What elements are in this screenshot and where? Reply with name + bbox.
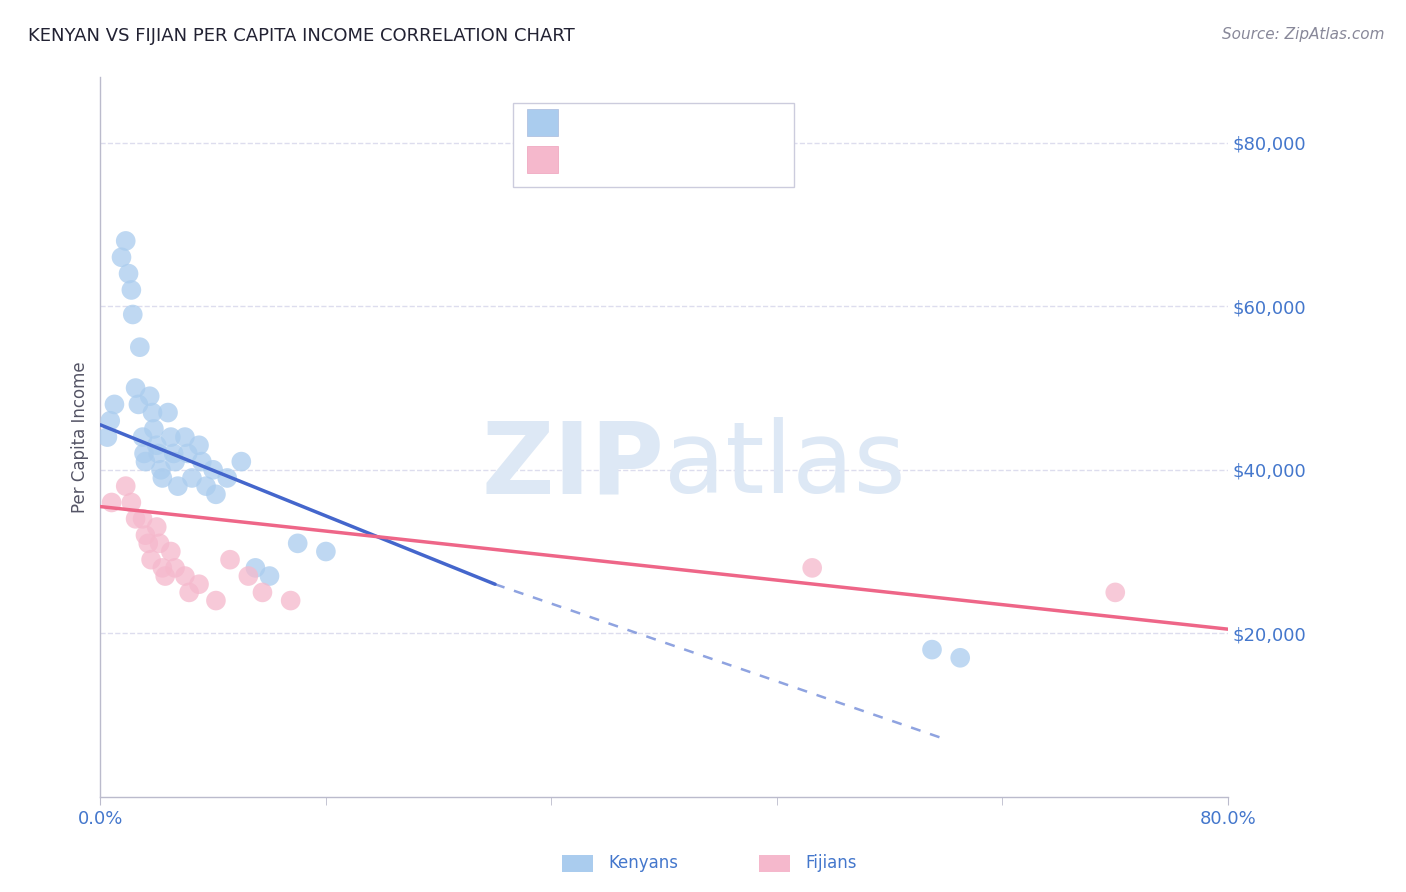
- Kenyans: [191, 455, 214, 469]
- Text: Kenyans: Kenyans: [609, 855, 679, 872]
- Kenyans: [110, 250, 132, 264]
- Fijians: [174, 569, 197, 583]
- Fijians: [238, 569, 260, 583]
- Kenyans: [149, 463, 172, 477]
- Text: R =: R =: [572, 151, 609, 169]
- Kenyans: [217, 471, 239, 485]
- Kenyans: [134, 455, 156, 469]
- Fijians: [131, 512, 153, 526]
- Text: -0.382: -0.382: [610, 151, 664, 169]
- Kenyans: [120, 283, 142, 297]
- Kenyans: [181, 471, 204, 485]
- Kenyans: [205, 487, 228, 501]
- Fijians: [205, 593, 228, 607]
- Fijians: [1104, 585, 1126, 599]
- Kenyans: [117, 267, 139, 281]
- Text: R =: R =: [572, 113, 609, 131]
- Kenyans: [160, 430, 183, 444]
- Kenyans: [96, 430, 118, 444]
- Text: N =: N =: [688, 151, 724, 169]
- Text: 42: 42: [723, 113, 744, 131]
- Kenyans: [150, 471, 173, 485]
- Kenyans: [98, 414, 121, 428]
- Kenyans: [146, 446, 169, 460]
- Fijians: [124, 512, 146, 526]
- Kenyans: [145, 438, 167, 452]
- Fijians: [136, 536, 159, 550]
- Kenyans: [202, 463, 225, 477]
- Kenyans: [949, 650, 972, 665]
- Kenyans: [131, 430, 153, 444]
- Fijians: [160, 544, 183, 558]
- Text: atlas: atlas: [664, 417, 905, 515]
- Fijians: [165, 561, 187, 575]
- Kenyans: [174, 430, 197, 444]
- Kenyans: [245, 561, 267, 575]
- Fijians: [219, 552, 242, 566]
- Kenyans: [195, 479, 218, 493]
- Kenyans: [921, 642, 943, 657]
- Kenyans: [132, 446, 155, 460]
- Fijians: [150, 561, 173, 575]
- Fijians: [114, 479, 136, 493]
- Kenyans: [167, 479, 190, 493]
- Kenyans: [142, 422, 165, 436]
- Kenyans: [165, 455, 187, 469]
- Fijians: [134, 528, 156, 542]
- Kenyans: [259, 569, 281, 583]
- Kenyans: [127, 397, 149, 411]
- Text: Source: ZipAtlas.com: Source: ZipAtlas.com: [1222, 27, 1385, 42]
- Kenyans: [141, 406, 163, 420]
- Text: -0.419: -0.419: [610, 113, 664, 131]
- Text: ZIP: ZIP: [481, 417, 664, 515]
- Text: Fijians: Fijians: [806, 855, 858, 872]
- Fijians: [179, 585, 201, 599]
- Kenyans: [114, 234, 136, 248]
- Fijians: [148, 536, 170, 550]
- Fijians: [120, 495, 142, 509]
- Kenyans: [128, 340, 150, 354]
- Kenyans: [287, 536, 309, 550]
- Kenyans: [121, 308, 143, 322]
- Y-axis label: Per Capita Income: Per Capita Income: [72, 361, 89, 513]
- Fijians: [139, 552, 162, 566]
- Kenyans: [315, 544, 337, 558]
- Fijians: [280, 593, 302, 607]
- Fijians: [145, 520, 167, 534]
- Text: 24: 24: [723, 151, 744, 169]
- Text: KENYAN VS FIJIAN PER CAPITA INCOME CORRELATION CHART: KENYAN VS FIJIAN PER CAPITA INCOME CORRE…: [28, 27, 575, 45]
- Kenyans: [177, 446, 200, 460]
- Fijians: [188, 577, 211, 591]
- Text: N =: N =: [688, 113, 724, 131]
- Fijians: [153, 569, 176, 583]
- Kenyans: [163, 446, 186, 460]
- Kenyans: [231, 455, 253, 469]
- Kenyans: [103, 397, 125, 411]
- Kenyans: [124, 381, 146, 395]
- Kenyans: [156, 406, 179, 420]
- Fijians: [801, 561, 824, 575]
- Fijians: [100, 495, 122, 509]
- Kenyans: [188, 438, 211, 452]
- Kenyans: [138, 389, 160, 403]
- Fijians: [252, 585, 274, 599]
